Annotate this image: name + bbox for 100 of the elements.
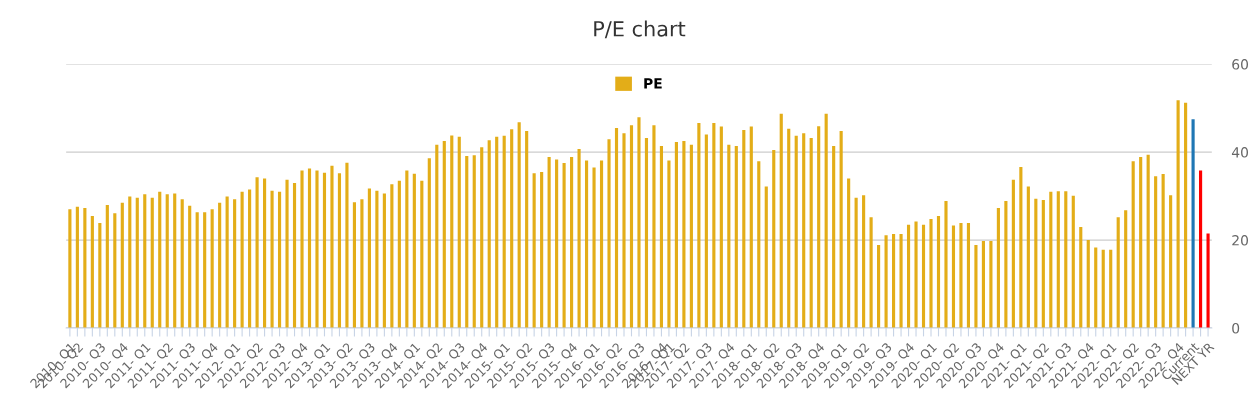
- bar: [1019, 167, 1023, 329]
- bar: [944, 200, 948, 329]
- bar: [427, 158, 431, 329]
- bar: [375, 190, 379, 329]
- bar: [921, 224, 926, 329]
- bar: [1191, 119, 1195, 329]
- legend-label: PE: [644, 78, 662, 89]
- bar: [337, 173, 342, 329]
- bar: [1079, 226, 1083, 329]
- bar: [697, 123, 701, 329]
- bar: [315, 170, 319, 329]
- bar: [90, 215, 94, 329]
- bar: [1176, 100, 1180, 329]
- bar: [884, 235, 888, 329]
- bar: [188, 205, 192, 329]
- bar: [966, 222, 971, 329]
- bar: [1124, 210, 1128, 329]
- bar: [1161, 174, 1165, 329]
- bar: [405, 170, 409, 329]
- bar: [240, 191, 244, 329]
- bar: [487, 140, 491, 329]
- bar: [390, 184, 394, 329]
- bar: [540, 171, 544, 329]
- bar: [510, 129, 514, 329]
- y-tick-label: 20: [1232, 235, 1248, 246]
- bar: [457, 136, 461, 329]
- bar: [892, 233, 896, 329]
- bar: [1206, 233, 1210, 329]
- bar: [854, 197, 858, 329]
- bar: [787, 128, 791, 329]
- bar: [555, 159, 559, 329]
- y-tick-label: 40: [1231, 147, 1248, 158]
- bar: [644, 138, 649, 329]
- bar: [689, 144, 693, 329]
- bar: [330, 165, 334, 329]
- bar: [225, 196, 229, 329]
- bar: [465, 156, 469, 329]
- bar: [749, 126, 753, 329]
- bar: [472, 155, 476, 329]
- bar: [719, 126, 723, 329]
- chart-title: P/E chart: [594, 20, 686, 39]
- bar: [936, 215, 941, 329]
- bar: [547, 156, 551, 329]
- bar: [757, 161, 761, 329]
- bar: [285, 179, 289, 329]
- bar: [989, 240, 993, 329]
- bar: [1026, 186, 1030, 329]
- bar: [1146, 154, 1150, 329]
- bar: [622, 133, 626, 329]
- bar: [959, 222, 963, 329]
- bar: [1131, 161, 1135, 329]
- bar: [584, 160, 589, 329]
- bar: [1049, 191, 1053, 329]
- bar: [180, 199, 184, 329]
- bar: [300, 170, 304, 329]
- bar: [495, 136, 499, 329]
- bar: [263, 178, 267, 329]
- bar: [165, 194, 169, 329]
- bar: [352, 202, 356, 329]
- bar: [659, 145, 664, 329]
- bar: [233, 199, 237, 329]
- bar: [1056, 191, 1060, 329]
- bar: [562, 163, 566, 329]
- bar: [397, 180, 401, 329]
- bar: [772, 149, 776, 329]
- bar: [712, 123, 716, 329]
- bar: [981, 240, 985, 329]
- bar: [704, 134, 708, 329]
- bar: [817, 126, 821, 329]
- bar: [929, 218, 933, 329]
- bar: [143, 194, 147, 329]
- bar: [203, 212, 207, 329]
- bar: [599, 160, 604, 329]
- bar: [832, 145, 836, 329]
- bar: [951, 225, 956, 329]
- bar: [794, 135, 798, 329]
- bar: [996, 207, 1000, 329]
- bar: [764, 186, 768, 329]
- bar: [1169, 195, 1173, 329]
- bar: [1004, 200, 1008, 329]
- bar: [248, 189, 252, 329]
- bar: [1109, 249, 1113, 329]
- bar: [1086, 240, 1090, 329]
- bar: [614, 127, 619, 329]
- bar: [570, 156, 574, 329]
- bar: [113, 213, 117, 329]
- bar: [98, 222, 102, 329]
- bar: [307, 168, 312, 329]
- bar: [195, 212, 199, 329]
- bar: [652, 125, 656, 329]
- bar: [869, 217, 873, 329]
- bar: [1011, 179, 1015, 329]
- bar: [839, 131, 843, 329]
- bar: [629, 125, 634, 329]
- bar: [914, 221, 918, 329]
- bar: [847, 178, 851, 329]
- bar: [450, 135, 454, 329]
- bar: [75, 206, 79, 329]
- bar: [899, 233, 903, 329]
- bar: [105, 204, 109, 329]
